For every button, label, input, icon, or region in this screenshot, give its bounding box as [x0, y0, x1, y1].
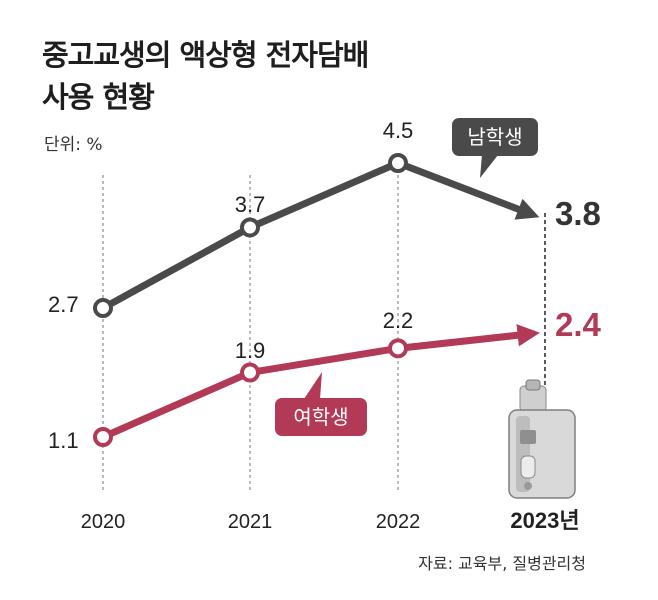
value-label-남학생-2021: 3.7 — [235, 192, 266, 217]
title-line-2: 사용 현황 — [42, 80, 155, 114]
point-남학생-2022 — [388, 153, 408, 173]
series-arrow-여학생 — [397, 324, 540, 352]
callout-text: 남학생 — [467, 125, 522, 149]
series-arrow-남학생 — [396, 159, 540, 220]
callout-male: 남학생 — [452, 118, 538, 178]
x-tick-2021: 2021 — [228, 511, 273, 533]
title-line-1: 중고교생의 액상형 전자담배 — [42, 38, 369, 72]
value-label-여학생-2020: 1.1 — [48, 428, 79, 453]
value-label-여학생-2021: 1.9 — [235, 338, 266, 363]
unit-label: 단위: % — [44, 135, 103, 155]
chart-title: 중고교생의 액상형 전자담배 사용 현황 — [42, 34, 369, 118]
value-label-남학생-2020: 2.7 — [48, 292, 79, 317]
value-label-남학생-2023년: 3.8 — [555, 195, 601, 232]
source-label: 자료: 교육부, 질병관리청 — [418, 554, 586, 573]
x-tick-2020: 2020 — [81, 511, 126, 533]
point-남학생-2020 — [93, 298, 113, 319]
point-여학생-2022 — [388, 338, 408, 359]
callout-text: 여학생 — [293, 405, 348, 429]
value-label-남학생-2022: 4.5 — [383, 118, 414, 143]
point-여학생-2021 — [240, 362, 260, 383]
x-tick-2023년: 2023년 — [510, 508, 579, 533]
point-여학생-2020 — [93, 427, 113, 447]
point-남학생-2021 — [240, 217, 260, 238]
callout-female: 여학생 — [275, 372, 367, 436]
x-tick-2022: 2022 — [376, 511, 421, 533]
vape-device-icon — [508, 379, 576, 499]
value-label-여학생-2022: 2.2 — [383, 308, 414, 333]
value-label-여학생-2023년: 2.4 — [555, 306, 602, 343]
